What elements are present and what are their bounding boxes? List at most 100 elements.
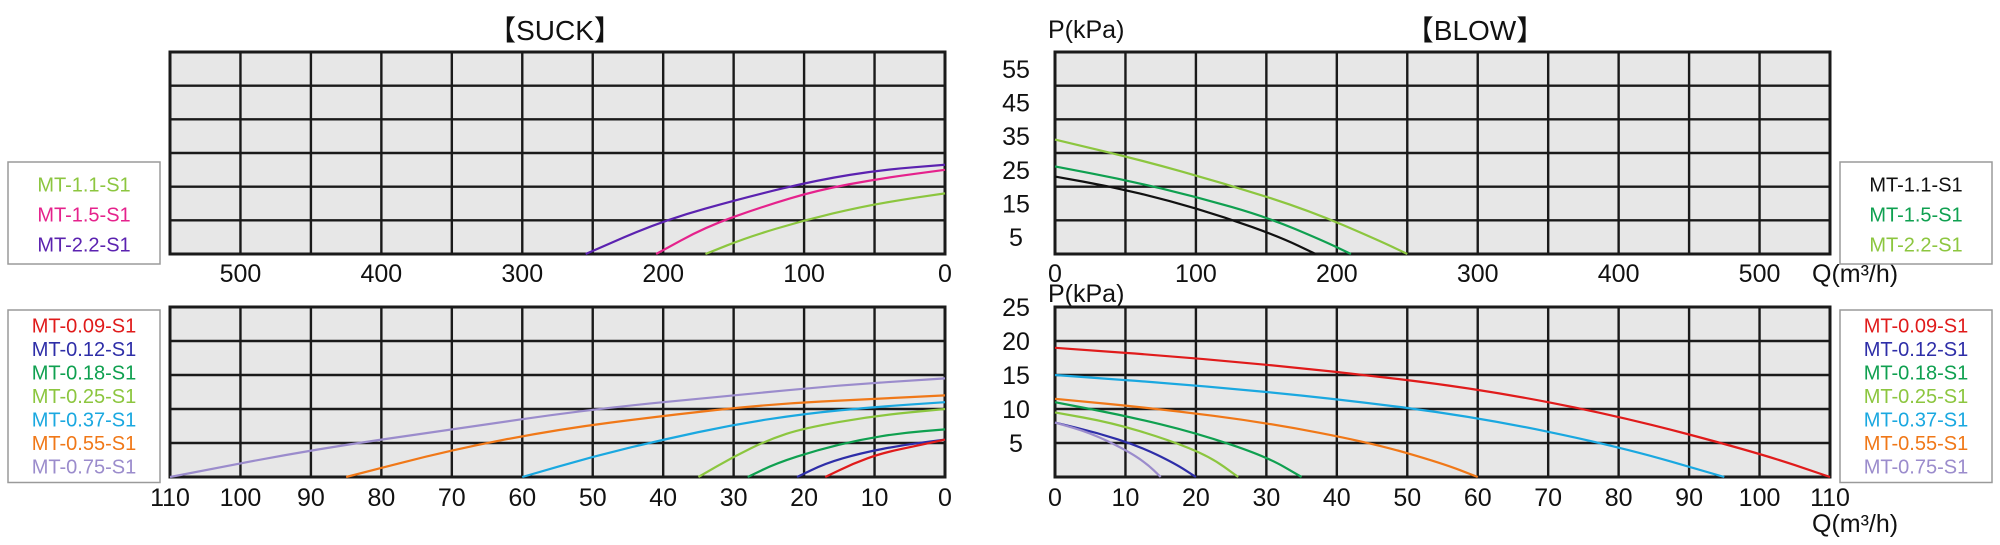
legends-layer: MT-1.1-S1MT-1.5-S1MT-2.2-S1MT-1.1-S1MT-1… <box>7 161 1993 484</box>
blow_top-chart: 0 100 200 300 400 500 55 45 35 25 15 5 <box>1002 50 1832 288</box>
blow_bottom-x-tick: 0 <box>1048 484 1062 512</box>
suck_bottom-x-tick: 70 <box>438 484 466 512</box>
blow_top-y-tick: 35 <box>1002 123 1030 151</box>
legend-item: MT-0.09-S1 <box>1864 315 1968 337</box>
suck_top-curve-mt-1_1-s1 <box>705 192 946 256</box>
blow_bottom-y-tick: 20 <box>1002 328 1030 356</box>
blow_bottom-curve-mt-0_12-s1 <box>1054 421 1197 478</box>
suck_top-x-tick: 400 <box>361 260 403 288</box>
blow_top-y-tick: 25 <box>1002 157 1030 185</box>
legend-bottom-right: MT-0.09-S1MT-0.12-S1MT-0.18-S1MT-0.25-S1… <box>1839 309 1993 484</box>
legend-item: MT-2.2-S1 <box>1869 234 1962 256</box>
legend-item: MT-0.25-S1 <box>32 386 136 408</box>
blow_top-y-tick: 5 <box>1009 224 1023 252</box>
legend-box <box>7 161 161 265</box>
blow_bottom-curve-mt-0_18-s1 <box>1054 401 1303 478</box>
blow_top-y-tick: 15 <box>1002 191 1030 219</box>
blow_top-x-tick: 0 <box>1048 260 1062 288</box>
blow_top-x-tick: 300 <box>1457 260 1499 288</box>
pressure-label-bottom: P(kPa) <box>1048 280 1124 308</box>
charts-layer: 500 400 300 200 100 0 0 100 200 300 400 50055453525… <box>150 50 1850 512</box>
suck_bottom-curve-mt-0_18-s1 <box>747 428 946 478</box>
legend-item: MT-0.55-S1 <box>32 433 136 455</box>
legend-item: MT-0.25-S1 <box>1864 386 1968 408</box>
blow-title: 【BLOW】 <box>1406 15 1544 46</box>
legend-item: MT-0.12-S1 <box>32 339 136 361</box>
suck_bottom-x-tick: 90 <box>297 484 325 512</box>
legend-item: MT-2.2-S1 <box>37 234 130 256</box>
blow_top-y-tick: 55 <box>1002 56 1030 84</box>
legend-item: MT-1.5-S1 <box>1869 204 1962 226</box>
blow_top-x-tick: 200 <box>1316 260 1358 288</box>
suck_bottom-x-tick: 10 <box>861 484 889 512</box>
legend-item: MT-1.1-S1 <box>1869 174 1962 196</box>
blow_bottom-x-tick: 40 <box>1323 484 1351 512</box>
blow_top-curve-mt-2_2-s1 <box>1054 138 1408 255</box>
suck_bottom-plot-area <box>168 305 947 479</box>
legend-item: MT-0.09-S1 <box>32 315 136 337</box>
suck_top-curve-mt-1_5-s1 <box>655 168 946 255</box>
suck_bottom-curve-mt-0_09-s1 <box>824 438 946 478</box>
flow-label-bottom: Q(m³/h) <box>1812 510 1898 538</box>
legend-box <box>1839 161 1993 265</box>
blow_bottom-x-tick: 100 <box>1739 484 1781 512</box>
blow_top-x-tick: 400 <box>1598 260 1640 288</box>
suck_bottom-x-tick: 50 <box>579 484 607 512</box>
legend-box <box>7 309 161 484</box>
blow_top-curve-mt-1_1-s1 <box>1054 175 1317 255</box>
legend-item: MT-0.37-S1 <box>32 409 136 431</box>
suck_bottom-x-tick: 40 <box>649 484 677 512</box>
pressure-label-top: P(kPa) <box>1048 16 1124 44</box>
legend-bottom-left: MT-0.09-S1MT-0.12-S1MT-0.18-S1MT-0.25-S1… <box>7 309 161 484</box>
legend-top-left: MT-1.1-S1 MT-1.5-S1 MT-2.2-S1 <box>7 161 161 265</box>
legend-item: MT-0.18-S1 <box>1864 362 1968 384</box>
suck_bottom-x-tick: 60 <box>508 484 536 512</box>
blow_top-x-tick: 500 <box>1739 260 1781 288</box>
blow_bottom-y-tick: 5 <box>1009 430 1023 458</box>
suck_top-curve-mt-2_2-s1 <box>585 163 946 256</box>
blow_bottom-chart: 0 10 20 30 40 50 60 70 80 90 100 110 25 20 15 10 5 <box>1002 294 1850 512</box>
blow_bottom-x-tick: 110 <box>1810 484 1850 512</box>
suck_bottom-curve-mt-0_12-s1 <box>796 438 946 478</box>
suck_bottom-x-tick: 0 <box>938 484 952 512</box>
suck_bottom-curve-mt-0_25-s1 <box>697 407 946 478</box>
blow_bottom-x-tick: 50 <box>1393 484 1421 512</box>
legend-item: MT-1.1-S1 <box>37 174 130 196</box>
suck_bottom-chart: 110 100 90 80 70 60 50 40 30 20 10 0 <box>150 305 952 512</box>
blow_bottom-curve-mt-0_25-s1 <box>1054 411 1239 478</box>
legend-item: MT-0.75-S1 <box>32 456 136 478</box>
suck_top-chart: 500 400 300 200 100 0 <box>168 50 952 288</box>
blow_top-y-tick: 45 <box>1002 90 1030 118</box>
blow_bottom-plot-area <box>1053 305 1832 479</box>
legend-item: MT-1.5-S1 <box>37 204 130 226</box>
legend-top-right: MT-1.1-S1 MT-1.5-S1 MT-2.2-S1 <box>1839 161 1993 265</box>
blow_bottom-x-tick: 90 <box>1675 484 1703 512</box>
legend-item: MT-0.12-S1 <box>1864 339 1968 361</box>
suck_top-x-tick: 200 <box>642 260 684 288</box>
blow_bottom-curve-mt-0_55-s1 <box>1054 397 1479 479</box>
legend-item: MT-0.18-S1 <box>32 362 136 384</box>
blow_bottom-y-tick: 10 <box>1002 396 1030 424</box>
legend-item: MT-0.75-S1 <box>1864 456 1968 478</box>
suck-title: 【SUCK】 <box>488 15 622 46</box>
legend-item: MT-0.55-S1 <box>1864 433 1968 455</box>
suck_bottom-curve-mt-0_55-s1 <box>345 394 946 479</box>
suck_bottom-x-tick: 30 <box>720 484 748 512</box>
blow_bottom-y-tick: 15 <box>1002 362 1030 390</box>
suck_top-x-tick: 300 <box>501 260 543 288</box>
blow_bottom-curve-mt-0_75-s1 <box>1054 421 1162 478</box>
blow_bottom-x-tick: 70 <box>1534 484 1562 512</box>
suck_bottom-x-tick: 110 <box>150 484 190 512</box>
blow_bottom-x-tick: 10 <box>1112 484 1140 512</box>
blow_bottom-y-tick: 25 <box>1002 294 1030 322</box>
suck_top-x-tick: 500 <box>220 260 262 288</box>
suck_bottom-x-tick: 80 <box>367 484 395 512</box>
blow_bottom-x-tick: 80 <box>1605 484 1633 512</box>
suck_top-x-tick: 0 <box>938 260 952 288</box>
legend-box <box>1839 309 1993 484</box>
blow_bottom-curve-mt-0_37-s1 <box>1054 373 1725 479</box>
blow_bottom-x-tick: 60 <box>1464 484 1492 512</box>
blow_top-x-tick: 100 <box>1175 260 1217 288</box>
suck_bottom-curve-mt-0_37-s1 <box>521 401 946 479</box>
